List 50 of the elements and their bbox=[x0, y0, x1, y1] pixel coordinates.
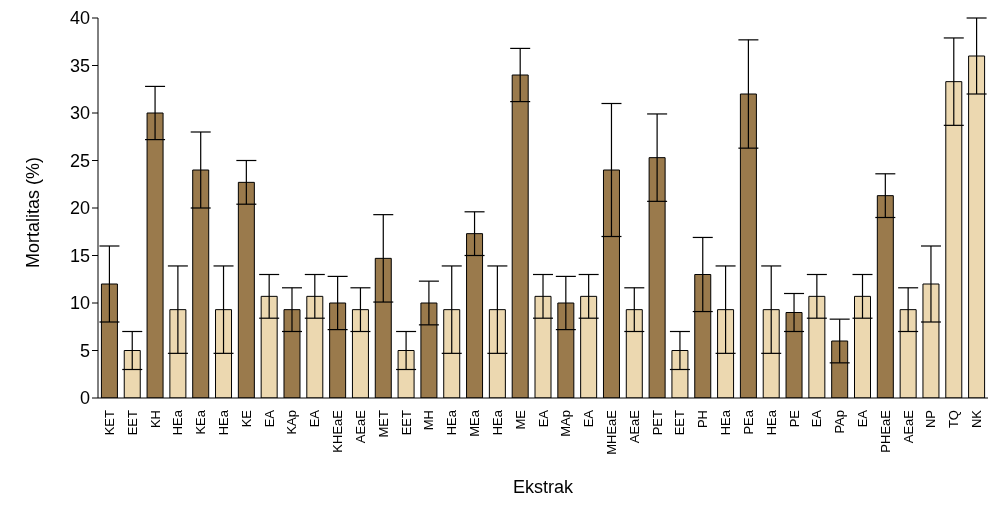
x-tick-label: PH bbox=[695, 410, 711, 429]
x-tick-label: HEa bbox=[444, 409, 460, 436]
x-tick-label: PE bbox=[786, 409, 802, 428]
x-tick-label: KEa bbox=[193, 409, 209, 435]
x-tick-label: PAp bbox=[832, 410, 848, 434]
x-tick-label: KHEaE bbox=[330, 409, 346, 453]
x-tick-label: EA bbox=[307, 409, 323, 428]
y-tick-label: 0 bbox=[79, 388, 90, 409]
y-tick-label: 5 bbox=[79, 340, 90, 361]
x-axis-title: Ekstrak bbox=[512, 477, 574, 497]
x-tick-label: KET bbox=[101, 409, 117, 436]
x-tick-label: KAp bbox=[284, 410, 300, 435]
x-tick-label: MHEaE bbox=[603, 409, 619, 455]
x-tick-label: EA bbox=[809, 409, 825, 428]
x-tick-label: EET bbox=[398, 409, 414, 436]
x-tick-label: MAp bbox=[558, 410, 574, 437]
x-tick-label: EET bbox=[124, 409, 140, 436]
x-tick-label: HEa bbox=[763, 409, 779, 436]
y-tick-label: 10 bbox=[69, 293, 90, 314]
x-tick-label: PHEaE bbox=[877, 409, 893, 453]
y-tick-label: 40 bbox=[69, 8, 90, 29]
x-tick-label: HEa bbox=[718, 409, 734, 436]
x-tick-label: EA bbox=[854, 409, 870, 428]
x-tick-label: HEa bbox=[489, 409, 505, 436]
x-tick-label: MEa bbox=[467, 409, 483, 437]
x-tick-label: EA bbox=[535, 409, 551, 428]
x-tick-label: KH bbox=[147, 410, 163, 429]
y-tick-label: 25 bbox=[69, 150, 90, 171]
x-tick-label: KE bbox=[238, 409, 254, 428]
y-tick-label: 30 bbox=[69, 103, 90, 124]
x-tick-label: NP bbox=[923, 410, 939, 429]
x-tick-label: MH bbox=[421, 410, 437, 431]
x-tick-label: AEaE bbox=[626, 409, 642, 444]
x-tick-label: HEa bbox=[216, 409, 232, 436]
x-tick-label: EA bbox=[581, 409, 597, 428]
x-tick-label: HEa bbox=[170, 409, 186, 436]
x-tick-label: EA bbox=[261, 409, 277, 428]
y-axis-title: Mortalitas (%) bbox=[23, 156, 44, 268]
x-tick-label: MET bbox=[375, 409, 391, 438]
x-tick-label: ME bbox=[512, 409, 528, 430]
y-tick-label: 15 bbox=[69, 245, 90, 266]
x-tick-label: PEa bbox=[740, 409, 756, 435]
y-tick-label: 20 bbox=[69, 198, 90, 219]
y-tick-label: 35 bbox=[69, 55, 90, 76]
x-tick-label: AEaE bbox=[352, 409, 368, 444]
x-tick-label: TQ bbox=[946, 410, 962, 429]
x-tick-label: PET bbox=[649, 409, 665, 436]
x-tick-label: AEaE bbox=[900, 409, 916, 444]
x-tick-label: EET bbox=[672, 409, 688, 436]
x-tick-label: NK bbox=[969, 409, 985, 429]
